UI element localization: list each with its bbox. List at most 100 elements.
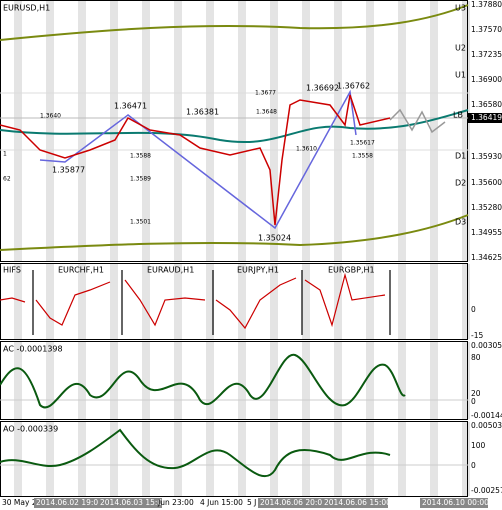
annotations: 1.3640 1.36471 1.36381 1.3677 1.3648 1.3… — [3, 82, 375, 243]
ao-title: AO -0.000339 — [3, 425, 58, 434]
time-label: 5 J — [247, 498, 256, 507]
price-label: 1.36580 — [471, 100, 502, 109]
session-stripe — [430, 422, 438, 496]
annotation: 1.3501 — [130, 219, 151, 226]
time-label: 2014.06.06 15:00 — [324, 498, 391, 507]
session-stripe — [366, 264, 374, 339]
time-highlight — [420, 498, 488, 508]
session-stripe — [398, 342, 406, 419]
hifs-frame — [0, 263, 468, 340]
level-label: U1 — [455, 71, 466, 80]
main-title: EURUSD,H1 — [3, 4, 50, 13]
session-stripe — [366, 342, 374, 419]
time-label: Jun 23:00 — [157, 498, 194, 507]
session-stripe — [462, 264, 470, 339]
time-label: 2014.06.06 20:00 — [260, 498, 327, 507]
level-label: D3 — [455, 218, 466, 227]
annotation: 1.36381 — [186, 108, 219, 117]
time-label: 2014.06.10 00:00 — [422, 498, 489, 507]
moving-average — [0, 109, 469, 144]
session-stripe — [398, 264, 406, 339]
session-stripe — [238, 342, 246, 419]
annotation: 1.3558 — [352, 153, 373, 160]
session-stripe — [78, 422, 86, 496]
session-stripe — [238, 422, 246, 496]
price-label: 1.35930 — [471, 152, 502, 161]
time-highlight — [258, 498, 322, 508]
axis-label: -15 — [471, 331, 483, 340]
current-price-box — [468, 113, 502, 123]
session-stripe — [110, 1, 118, 261]
time-label: 2014.06.03 15:00 — [100, 498, 167, 507]
hifs-lines — [0, 270, 391, 335]
time-highlight — [34, 498, 98, 508]
session-stripe — [110, 342, 118, 419]
price-label: 1.37880 — [471, 0, 502, 9]
ao-signal — [0, 428, 391, 478]
session-stripe — [78, 342, 86, 419]
session-stripe — [462, 422, 470, 496]
level-labels: U3 U2 U1 LB D1 D2 D3 — [453, 4, 466, 227]
ac-frame — [0, 341, 468, 420]
annotation: 1.3589 — [130, 176, 151, 183]
hifs-series — [0, 297, 26, 303]
session-stripe — [174, 422, 182, 496]
annotation: 1.35617 — [350, 140, 375, 147]
session-stripe — [398, 422, 406, 496]
session-stripe — [206, 1, 214, 261]
price-candles — [0, 94, 391, 226]
annotation: 1.3588 — [130, 153, 151, 160]
symbol-label: EURAUD,H1 — [147, 266, 194, 275]
time-label: 4 Jun 15:00 — [200, 498, 243, 507]
axis-label: 0 — [471, 305, 476, 314]
session-stripe — [174, 1, 182, 261]
hifs-series — [215, 277, 297, 330]
price-label: 1.37235 — [471, 50, 502, 59]
titles: EURUSD,H1 HIFS EURCHF,H1 EURAUD,H1 EURJP… — [3, 4, 375, 434]
axis-label: 100 — [471, 441, 486, 450]
session-stripe — [334, 342, 342, 419]
time-label: 30 May 2 — [2, 498, 37, 507]
session-stripe — [206, 342, 214, 419]
session-stripe — [206, 264, 214, 339]
session-stripe — [206, 422, 214, 496]
price-axis: 1.37880 1.37570 1.37235 1.36900 1.36580 … — [468, 0, 502, 262]
session-stripe — [238, 1, 246, 261]
session-stripe — [78, 1, 86, 261]
lower-band — [0, 214, 469, 251]
main-lines — [0, 4, 469, 251]
time-axis: 30 May 2 2014.06.02 19:00 2014.06.03 15:… — [2, 498, 489, 508]
annotation: 1.36471 — [114, 102, 147, 111]
annotation: 1.3640 — [40, 113, 61, 120]
upper-band — [0, 4, 469, 41]
session-stripe — [78, 264, 86, 339]
current-price: 1.36419 — [471, 113, 502, 122]
axis-label: 20 — [471, 389, 481, 398]
time-label: 2014.06.02 19:00 — [36, 498, 103, 507]
axis-label: -0.001445 — [471, 411, 502, 420]
session-stripe — [174, 264, 182, 339]
axis-label: -0.002578 — [471, 486, 502, 495]
session-stripe — [14, 422, 22, 496]
ac-lines — [0, 353, 468, 409]
annotation: 1.3610 — [296, 146, 317, 153]
level-label: D2 — [455, 179, 466, 188]
annotation: 1.36692 — [306, 84, 339, 93]
ao-lines — [0, 428, 468, 478]
annotation: 1.35877 — [52, 166, 85, 175]
level-label: U2 — [455, 44, 466, 53]
annotation: 1.35024 — [258, 234, 291, 243]
hifs-series — [35, 281, 111, 326]
price-label: 1.36900 — [471, 75, 502, 84]
session-stripe — [366, 422, 374, 496]
ao-frame — [0, 421, 468, 497]
projection — [389, 108, 446, 134]
time-highlight — [98, 498, 162, 508]
price-label: 1.34625 — [471, 253, 502, 262]
session-stripe — [46, 264, 54, 339]
session-stripe — [462, 342, 470, 419]
session-stripe — [302, 342, 310, 419]
session-stripe — [270, 422, 278, 496]
